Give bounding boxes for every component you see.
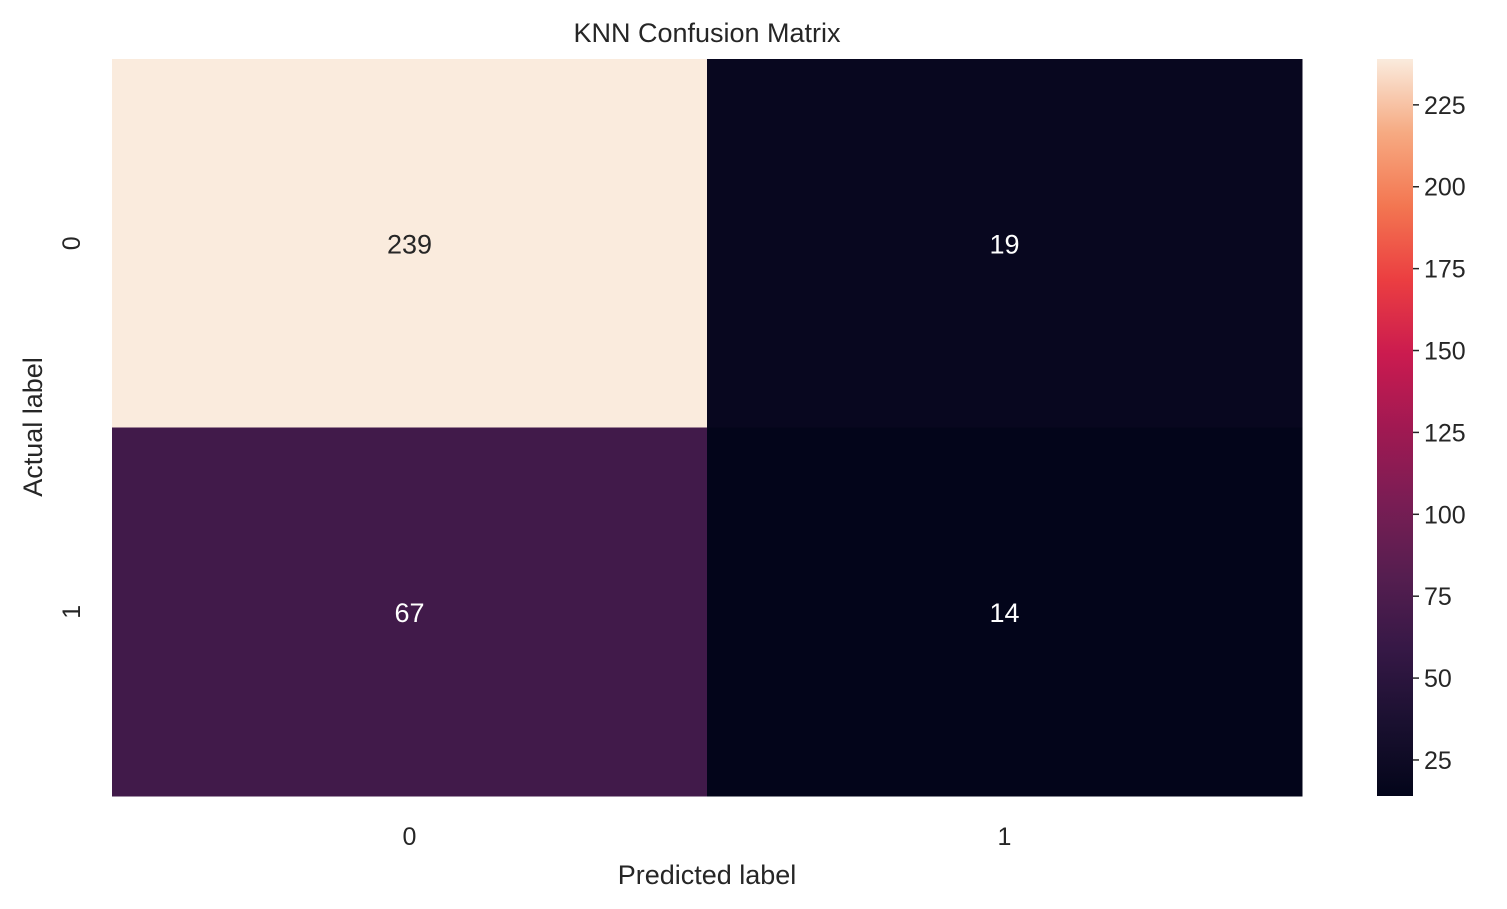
x-axis-label: Predicted label xyxy=(618,860,797,890)
x-tick-label-0: 0 xyxy=(403,823,417,851)
heatmap-cell-0-0 xyxy=(112,59,708,428)
y-tick-labels: 01 xyxy=(58,236,86,618)
colorbar-ticks: 25 50 75 100 125 150 175 200 225 xyxy=(1413,92,1466,775)
colorbar xyxy=(1377,59,1413,796)
y-tick-label-0: 0 xyxy=(58,236,86,250)
colorbar-tick-label-50: 50 xyxy=(1424,665,1452,693)
colorbar-tick-label-75: 75 xyxy=(1424,583,1452,611)
y-axis-label: Actual label xyxy=(18,357,48,497)
y-tick-label-1: 1 xyxy=(58,605,86,619)
cell-value-label-1-1: 14 xyxy=(989,598,1019,628)
colorbar-tick-label-200: 200 xyxy=(1424,174,1466,202)
cell-value-label-0-0: 239 xyxy=(387,229,432,259)
heatmap-cell-1-0 xyxy=(112,427,708,797)
colorbar-tick-label-25: 25 xyxy=(1424,747,1452,775)
cell-value-label-0-1: 19 xyxy=(989,229,1019,259)
colorbar-tick-label-150: 150 xyxy=(1424,338,1466,366)
x-tick-label-1: 1 xyxy=(998,823,1012,851)
colorbar-tick-label-100: 100 xyxy=(1424,501,1466,529)
cell-value-label-1-0: 67 xyxy=(394,598,424,628)
heatmap-cells: 239 19 67 14 xyxy=(112,59,1303,797)
chart-title: KNN Confusion Matrix xyxy=(573,18,841,48)
colorbar-tick-label-175: 175 xyxy=(1424,256,1466,284)
heatmap-cell-1-1 xyxy=(707,427,1303,797)
heatmap-cell-0-1 xyxy=(707,59,1303,428)
colorbar-tick-label-225: 225 xyxy=(1424,92,1466,120)
colorbar-tick-label-125: 125 xyxy=(1424,419,1466,447)
